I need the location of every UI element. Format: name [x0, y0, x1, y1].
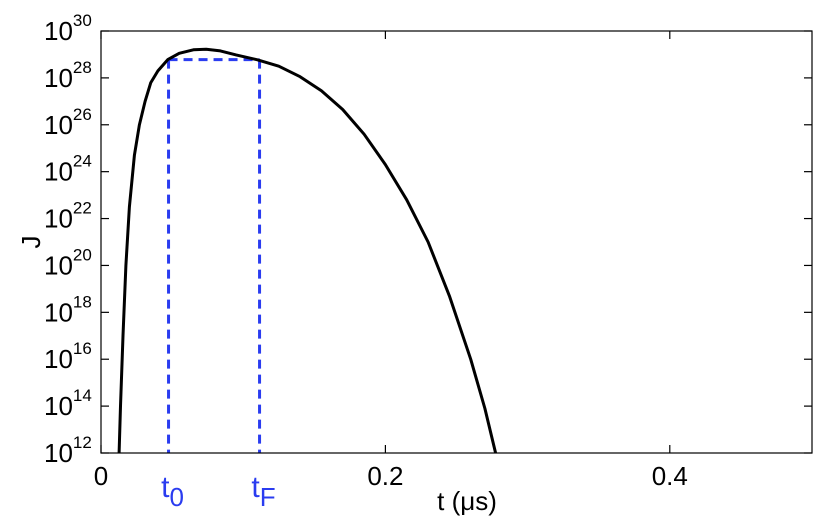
marker-label-t0: t0: [161, 471, 184, 512]
x-axis-title: t (μs): [437, 486, 497, 516]
tick-labels: t0 tF 0 0.2 0.4 1012 1014 1016 1018 1020 1022 1024 1…: [44, 11, 688, 512]
curve-layer: [117, 47, 498, 454]
y-tick-label: 1022: [44, 199, 92, 234]
y-tick-label: 1020: [44, 245, 92, 280]
tick-marks: [100, 30, 812, 454]
y-tick-label: 1030: [44, 11, 92, 46]
y-tick-label: 1016: [44, 339, 92, 374]
y-tick-label: 1028: [44, 58, 92, 93]
series-0-line: [117, 47, 498, 454]
y-axis-title: J: [16, 236, 46, 249]
marker-lines: [167, 58, 262, 453]
x-tick-label: 0: [94, 461, 108, 491]
y-tick-label: 1012: [44, 433, 92, 468]
x-tick-label: 0.4: [652, 461, 688, 491]
y-tick-label: 1024: [44, 152, 92, 187]
y-tick-label: 1026: [44, 105, 92, 140]
plot-frame: [100, 30, 813, 454]
marker-label-tF: tF: [251, 471, 275, 512]
y-tick-label: 1018: [44, 292, 92, 327]
x-tick-label: 0.2: [367, 461, 403, 491]
y-tick-label: 1014: [44, 386, 92, 421]
